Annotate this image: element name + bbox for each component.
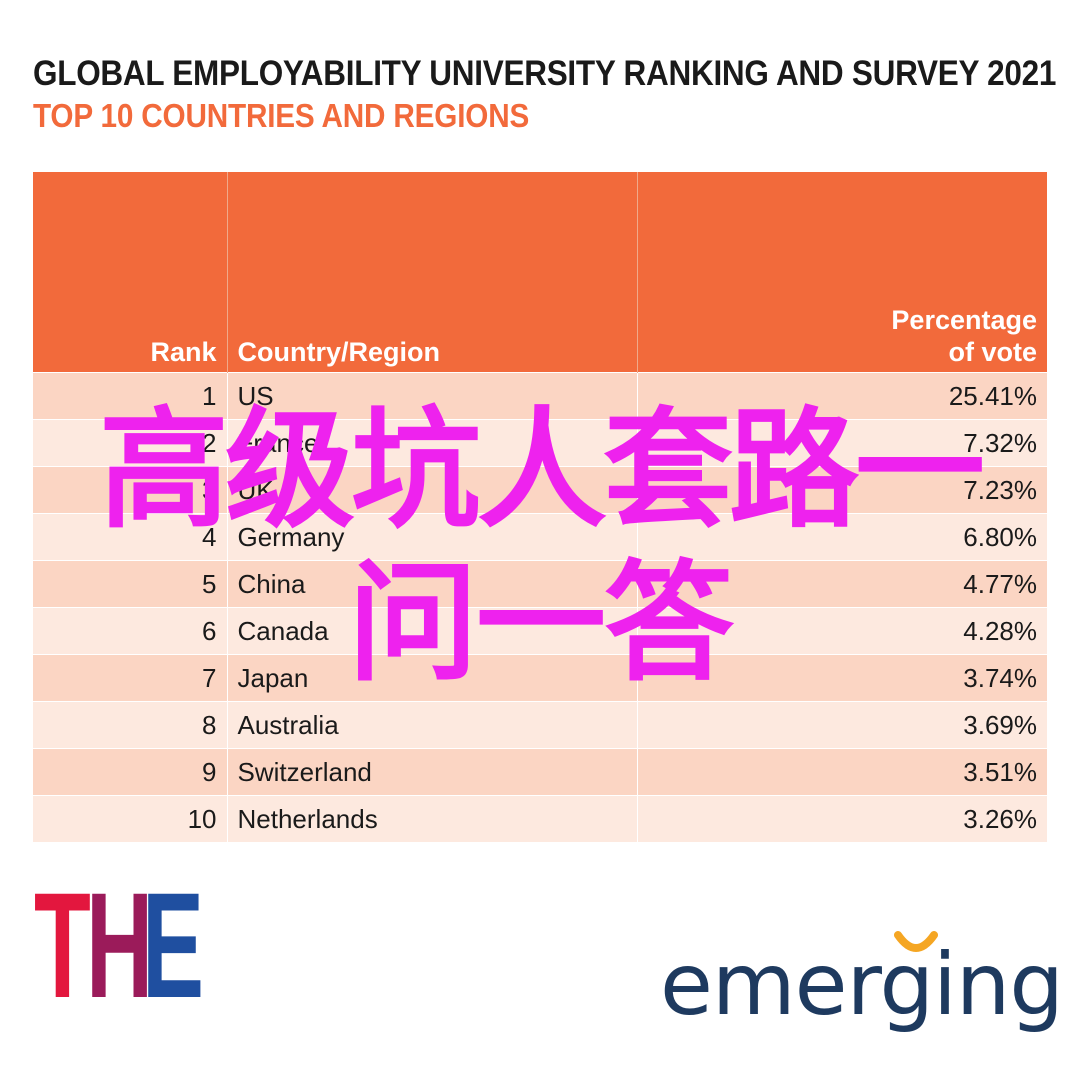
smile-arc-icon	[894, 931, 938, 952]
rank-cell: 9	[33, 748, 228, 796]
rank-cell: 2	[33, 419, 228, 467]
percentage-cell: 3.69%	[637, 701, 1047, 749]
country-cell: France	[227, 419, 638, 467]
emerging-wordmark: emerging	[660, 935, 1064, 1035]
rank-cell: 8	[33, 701, 228, 749]
country-cell: Canada	[227, 607, 638, 655]
country-cell: Switzerland	[227, 748, 638, 796]
percentage-cell: 3.51%	[637, 748, 1047, 796]
column-header-country: Country/Region	[227, 172, 638, 373]
emerging-logo: emerging	[660, 931, 1064, 1045]
rank-cell: 5	[33, 560, 228, 608]
rank-cell: 7	[33, 654, 228, 702]
column-header-percentage-line2: of vote	[948, 337, 1037, 367]
country-cell: UK	[227, 466, 638, 514]
the-logo-letter-h: H	[86, 861, 154, 1029]
table-row: 1 US 25.41%	[33, 372, 1047, 420]
rank-cell: 6	[33, 607, 228, 655]
chart-subtitle: TOP 10 COUNTRIES AND REGIONS	[33, 97, 530, 134]
table-row: 8 Australia 3.69%	[33, 701, 1047, 749]
overlay-text-line1: 高级坑人套路一	[98, 394, 985, 546]
column-header-rank: Rank	[33, 172, 228, 373]
column-header-percentage-line1: Percentage	[891, 305, 1037, 335]
country-cell: Netherlands	[227, 795, 638, 842]
the-logo-letter-e: E	[142, 861, 205, 1029]
rank-cell: 4	[33, 513, 228, 561]
column-header-percentage: Percentage of vote	[637, 172, 1047, 373]
rank-cell: 3	[33, 466, 228, 514]
percentage-cell: 3.74%	[637, 654, 1047, 702]
table-row: 5 China 4.77%	[33, 560, 1047, 608]
percentage-cell: 7.23%	[637, 466, 1047, 514]
country-cell: US	[227, 372, 638, 420]
country-cell: Australia	[227, 701, 638, 749]
overlay-text-line2: 问一答	[347, 547, 734, 699]
table-row: 3 UK 7.23%	[33, 466, 1047, 514]
percentage-cell: 4.77%	[637, 560, 1047, 608]
the-logo-letter-t: T	[34, 861, 91, 1029]
table-header-row: Rank Country/Region Percentage of vote	[33, 172, 1047, 373]
table-row: 9 Switzerland 3.51%	[33, 748, 1047, 796]
rank-cell: 10	[33, 795, 228, 842]
percentage-cell: 25.41%	[637, 372, 1047, 420]
percentage-cell: 4.28%	[637, 607, 1047, 655]
rank-cell: 1	[33, 372, 228, 420]
country-cell: Japan	[227, 654, 638, 702]
table-row: 6 Canada 4.28%	[33, 607, 1047, 655]
country-cell: Germany	[227, 513, 638, 561]
percentage-cell: 3.26%	[637, 795, 1047, 842]
table-row: 10 Netherlands 3.26%	[33, 795, 1047, 842]
country-cell: China	[227, 560, 638, 608]
percentage-cell: 6.80%	[637, 513, 1047, 561]
table-body: 1 US 25.41% 2 France 7.32% 3 UK 7.23% 4 Germany 6.8…	[33, 372, 1047, 842]
table-row: 7 Japan 3.74%	[33, 654, 1047, 702]
table-row: 4 Germany 6.80%	[33, 513, 1047, 561]
table-row: 2 France 7.32%	[33, 419, 1047, 467]
chart-title: GLOBAL EMPLOYABILITY UNIVERSITY RANKING …	[33, 54, 1057, 93]
percentage-cell: 7.32%	[637, 419, 1047, 467]
